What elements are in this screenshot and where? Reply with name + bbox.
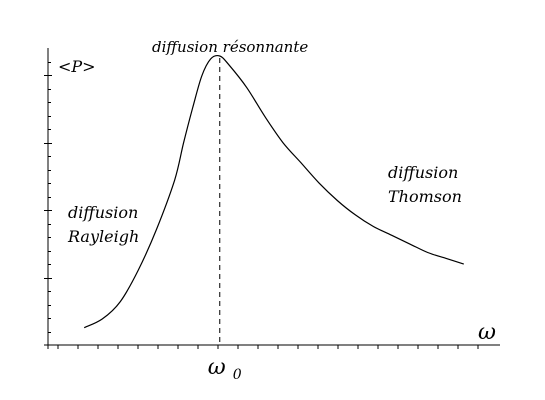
- annotation-resonant: diffusion résonnante: [152, 38, 308, 56]
- x-axis-ticks: [57, 345, 479, 349]
- x-tick-label-omega0: ω 0: [208, 355, 242, 383]
- series-line: [83, 54, 464, 329]
- y-axis-ticks: [44, 62, 52, 333]
- annotation-rayleigh-line2: Rayleigh: [67, 227, 139, 246]
- annotation-thomson-line1: diffusion: [388, 163, 458, 182]
- x-axis-label: ω: [478, 320, 496, 345]
- annotation-rayleigh-line1: diffusion: [68, 203, 138, 222]
- y-axis-label: <P>: [58, 57, 96, 76]
- axes: [44, 48, 500, 349]
- annotation-thomson-line2: Thomson: [388, 187, 462, 206]
